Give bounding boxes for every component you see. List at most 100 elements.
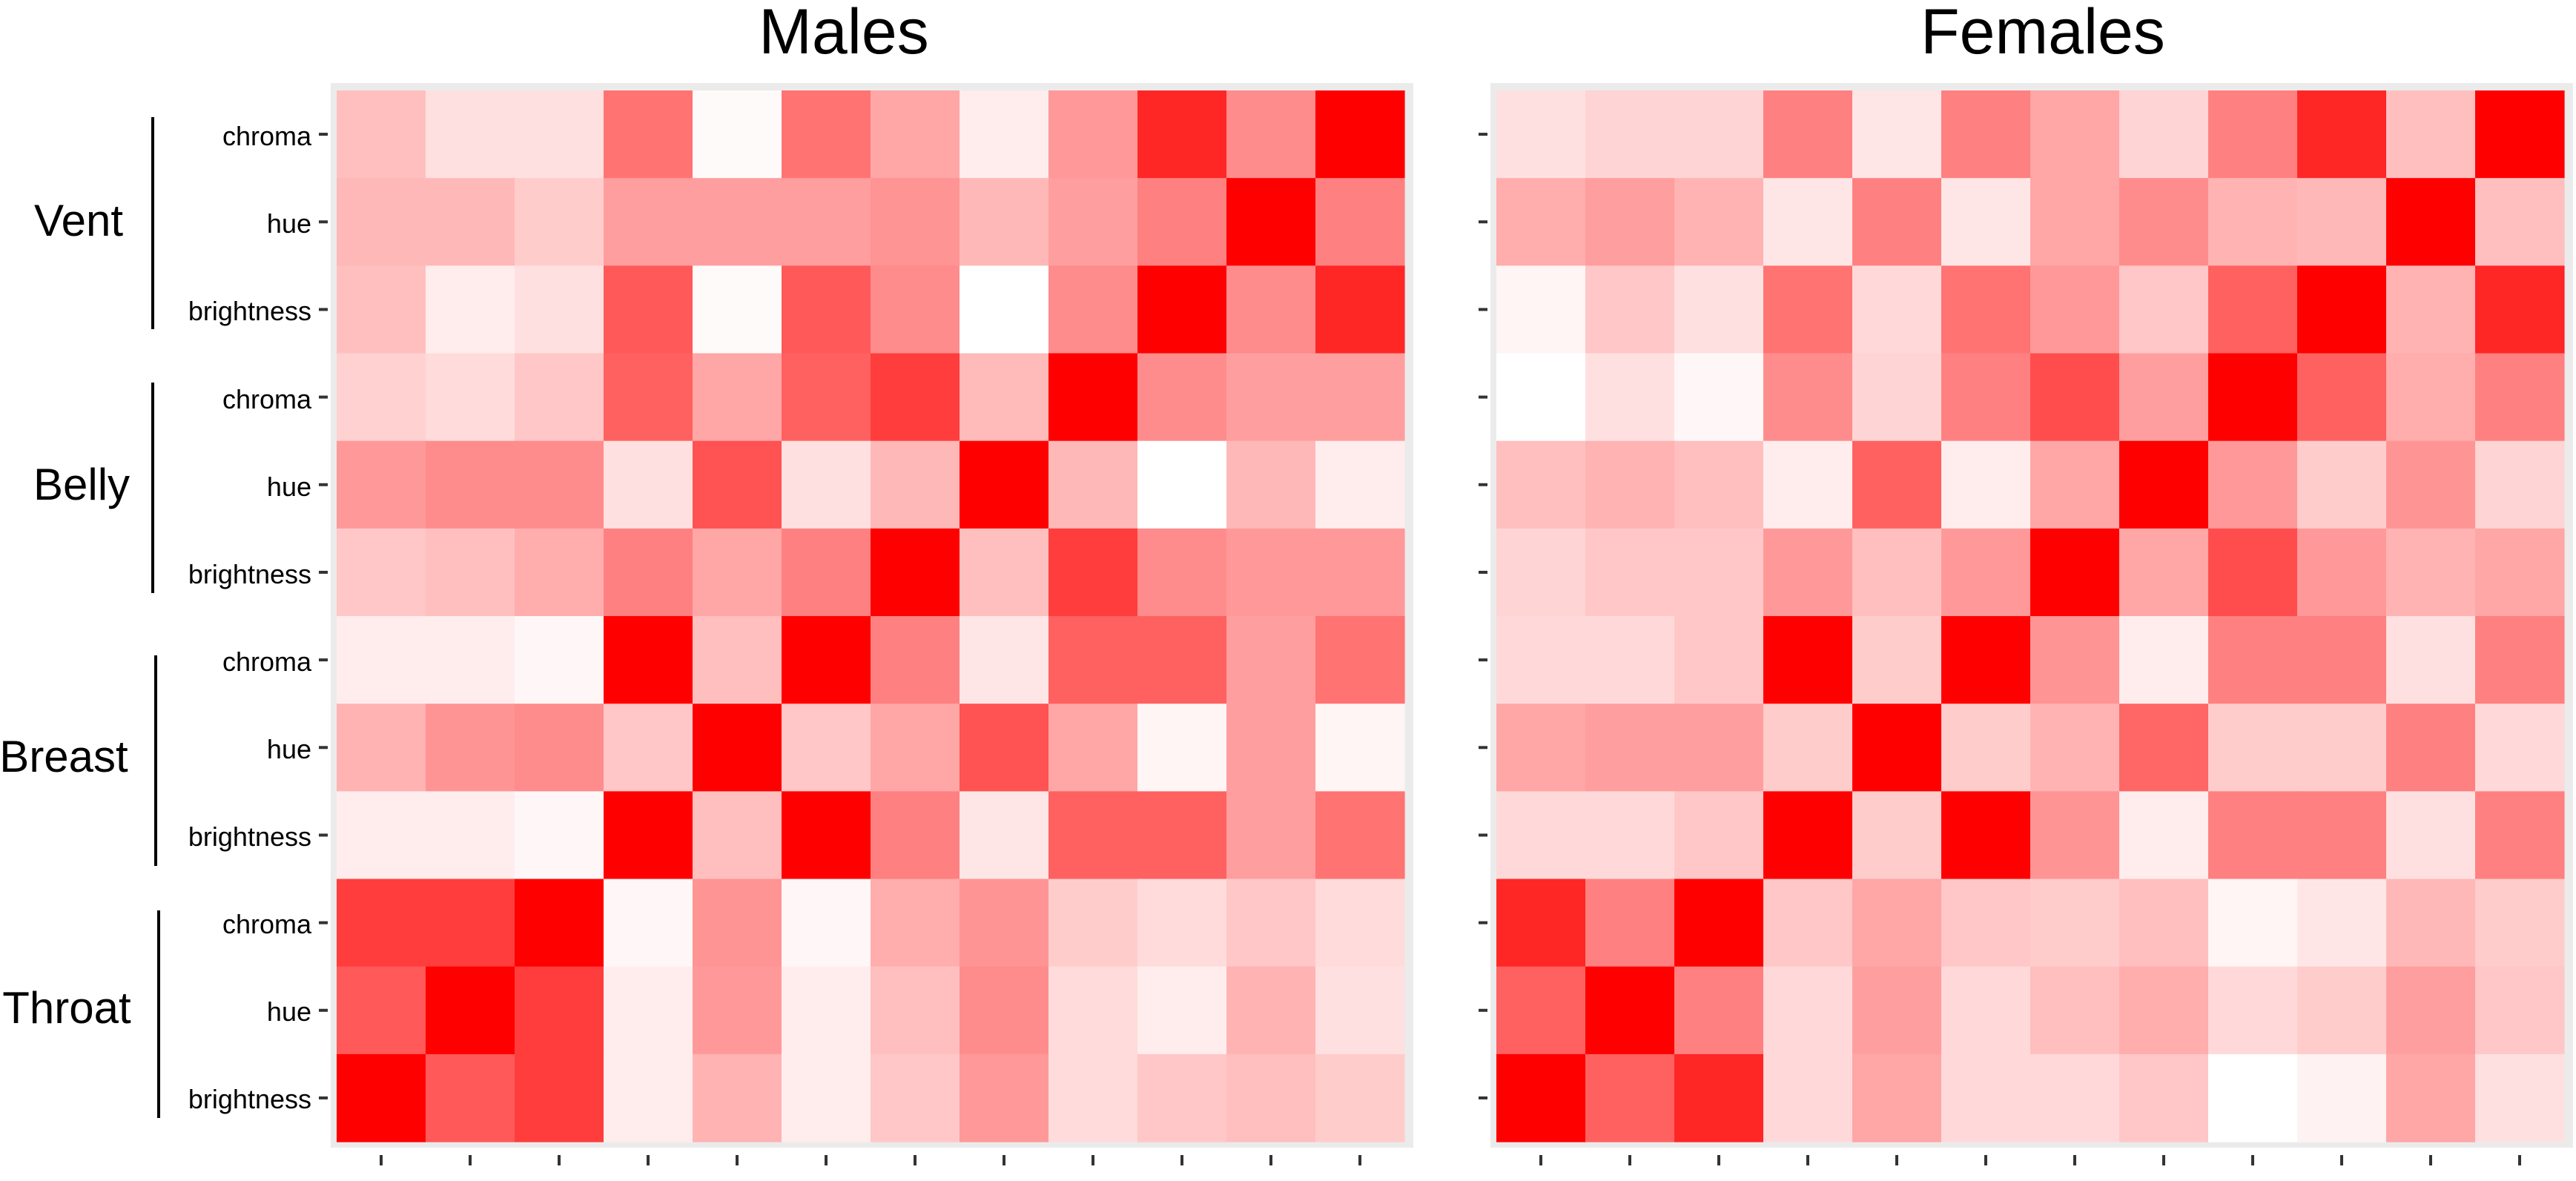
females-cell-r10-c1 (1496, 879, 1586, 967)
females-cell-r12-c9 (2208, 1053, 2298, 1142)
females-cell-r12-c4 (1763, 1053, 1853, 1142)
males-cell-r3-c9 (1048, 265, 1138, 354)
males-cell-r6-c9 (1048, 528, 1138, 617)
females-cell-r9-c7 (2030, 791, 2120, 880)
males-cell-r7-c9 (1048, 616, 1138, 704)
males-cell-r1-c4 (604, 90, 693, 179)
females-cell-r7-c12 (2475, 616, 2565, 704)
breast-hue-label: hue (267, 734, 311, 764)
males-cell-r7-c3 (515, 616, 604, 704)
males-cell-r4-c9 (1048, 353, 1138, 442)
males-cell-r9-c7 (871, 791, 960, 880)
males-cell-r2-c10 (1137, 178, 1227, 266)
males-cell-r11-c9 (1048, 966, 1138, 1055)
males-cell-r2-c8 (960, 178, 1049, 266)
males-cell-r12-c2 (426, 1053, 515, 1142)
males-cell-r1-c3 (515, 90, 604, 179)
females-cell-r3-c3 (1674, 265, 1764, 354)
females-cell-r9-c8 (2119, 791, 2209, 880)
males-cell-r12-c5 (693, 1053, 782, 1142)
females-cell-r12-c5 (1852, 1053, 1942, 1142)
females-cell-r4-c9 (2208, 353, 2298, 442)
males-cell-r5-c10 (1137, 440, 1227, 529)
females-cell-r5-c5 (1852, 440, 1942, 529)
males-cell-r4-c6 (782, 353, 871, 442)
females-cell-r11-c11 (2386, 966, 2476, 1055)
males-cell-r4-c3 (515, 353, 604, 442)
females-cell-r4-c4 (1763, 353, 1853, 442)
females-cell-r1-c11 (2386, 90, 2476, 179)
females-cell-r5-c3 (1674, 440, 1764, 529)
males-cell-r2-c1 (337, 178, 426, 266)
females-cell-r8-c2 (1585, 704, 1675, 792)
females-cell-r4-c6 (1941, 353, 2031, 442)
females-cell-r7-c4 (1763, 616, 1853, 704)
females-cell-r3-c6 (1941, 265, 2031, 354)
males-cell-r5-c12 (1315, 440, 1405, 529)
males-cell-r8-c2 (426, 704, 515, 792)
females-cell-r3-c7 (2030, 265, 2120, 354)
group-label-vent: Vent (34, 196, 123, 245)
females-cell-r8-c11 (2386, 704, 2476, 792)
females-cell-r1-c8 (2119, 90, 2209, 179)
males-cell-r1-c7 (871, 90, 960, 179)
females-cell-r3-c1 (1496, 265, 1586, 354)
males-cell-r4-c2 (426, 353, 515, 442)
males-cell-r11-c1 (337, 966, 426, 1055)
males-panel-title: Males (759, 0, 928, 67)
males-cell-r12-c8 (960, 1053, 1049, 1142)
females-cell-r3-c9 (2208, 265, 2298, 354)
females-cell-r2-c8 (2119, 178, 2209, 266)
males-cell-r1-c5 (693, 90, 782, 179)
males-cell-r11-c8 (960, 966, 1049, 1055)
females-cell-r4-c1 (1496, 353, 1586, 442)
males-cell-r11-c2 (426, 966, 515, 1055)
females-cell-r6-c4 (1763, 528, 1853, 617)
females-cell-r8-c1 (1496, 704, 1586, 792)
males-cell-r1-c9 (1048, 90, 1138, 179)
females-cell-r11-c2 (1585, 966, 1675, 1055)
females-cell-r12-c2 (1585, 1053, 1675, 1142)
females-cell-r2-c12 (2475, 178, 2565, 266)
males-cell-r2-c3 (515, 178, 604, 266)
males-panel: Males (319, 0, 1413, 1165)
females-cell-r8-c8 (2119, 704, 2209, 792)
breast-brightness-label: brightness (188, 821, 311, 852)
males-cell-r2-c6 (782, 178, 871, 266)
females-cell-r9-c1 (1496, 791, 1586, 880)
females-cell-r10-c3 (1674, 879, 1764, 967)
females-cell-r9-c5 (1852, 791, 1942, 880)
males-cell-r6-c2 (426, 528, 515, 617)
females-cell-r9-c12 (2475, 791, 2565, 880)
males-cell-r7-c11 (1226, 616, 1316, 704)
males-cell-r9-c12 (1315, 791, 1405, 880)
females-cell-r3-c2 (1585, 265, 1675, 354)
females-cell-r5-c9 (2208, 440, 2298, 529)
females-cell-r10-c8 (2119, 879, 2209, 967)
females-cell-r4-c5 (1852, 353, 1942, 442)
males-cell-r6-c10 (1137, 528, 1227, 617)
males-cell-r12-c11 (1226, 1053, 1316, 1142)
males-cell-r10-c10 (1137, 879, 1227, 967)
females-cell-r7-c7 (2030, 616, 2120, 704)
males-cell-r10-c7 (871, 879, 960, 967)
males-cell-r2-c4 (604, 178, 693, 266)
females-cell-r4-c8 (2119, 353, 2209, 442)
females-cell-r12-c8 (2119, 1053, 2209, 1142)
females-cell-r1-c2 (1585, 90, 1675, 179)
females-cells (1496, 90, 2565, 1142)
females-cell-r11-c8 (2119, 966, 2209, 1055)
females-cell-r6-c12 (2475, 528, 2565, 617)
males-cell-r9-c4 (604, 791, 693, 880)
males-cell-r12-c3 (515, 1053, 604, 1142)
males-cell-r1-c11 (1226, 90, 1316, 179)
males-cell-r2-c9 (1048, 178, 1138, 266)
females-cell-r2-c1 (1496, 178, 1586, 266)
females-cell-r12-c7 (2030, 1053, 2120, 1142)
males-cell-r11-c6 (782, 966, 871, 1055)
males-cell-r4-c10 (1137, 353, 1227, 442)
females-cell-r8-c3 (1674, 704, 1764, 792)
females-cell-r5-c8 (2119, 440, 2209, 529)
group-label-belly: Belly (33, 460, 130, 509)
males-cell-r6-c6 (782, 528, 871, 617)
